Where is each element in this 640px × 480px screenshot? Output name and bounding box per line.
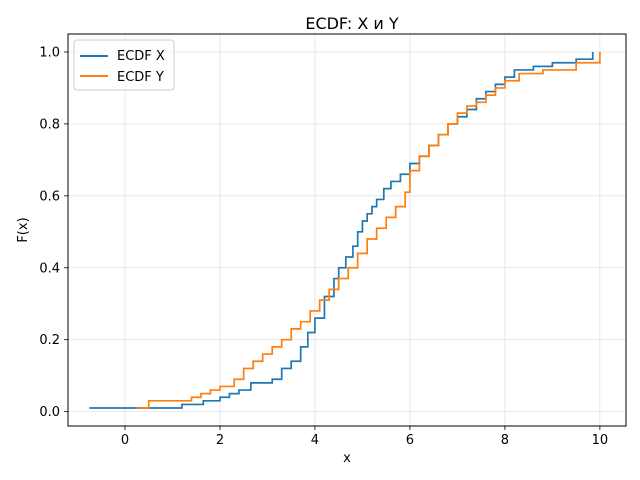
x-tick-label: 0 — [121, 433, 129, 448]
legend-label-ecdf-x: ECDF X — [117, 49, 165, 64]
chart-title: ECDF: X и Y — [305, 14, 399, 33]
plot-frame — [67, 33, 627, 427]
x-tick-label: 6 — [406, 433, 414, 448]
axis-ticks: 0 2 4 6 8 10 0.0 0.2 0.4 0.6 0.8 1.0 — [39, 45, 608, 448]
x-tick-label: 8 — [501, 433, 509, 448]
y-tick-label: 0.2 — [39, 333, 60, 348]
series-line-ecdf-y — [136, 51, 601, 409]
legend: ECDF X ECDF Y — [73, 39, 175, 91]
x-tick-label: 10 — [592, 433, 609, 448]
y-tick-label: 0.8 — [39, 117, 60, 132]
x-tick-label: 2 — [216, 433, 224, 448]
x-axis-title: x — [343, 451, 351, 466]
legend-label-ecdf-y: ECDF Y — [117, 70, 164, 85]
y-tick-label: 1.0 — [39, 45, 60, 60]
legend-box — [73, 39, 175, 91]
series-line-ecdf-x — [89, 51, 594, 409]
y-tick-label: 0.4 — [39, 261, 60, 276]
grid — [68, 34, 626, 426]
x-tick-label: 4 — [311, 433, 319, 448]
series-layer — [89, 51, 601, 409]
y-tick-label: 0.6 — [39, 189, 60, 204]
y-axis-title: F(x) — [16, 217, 31, 242]
y-tick-label: 0.0 — [39, 405, 60, 420]
